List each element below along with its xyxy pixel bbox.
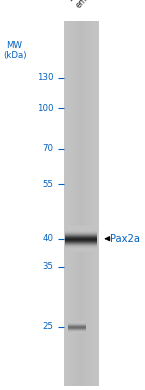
Text: 35: 35 [43,262,54,271]
Text: MW
(kDa): MW (kDa) [3,41,26,60]
Text: 70: 70 [43,144,54,154]
Text: 100: 100 [37,104,54,113]
Text: 25: 25 [43,322,54,332]
Text: 40: 40 [43,234,54,243]
Text: 36 hpf zebrafish
embryos: 36 hpf zebrafish embryos [67,0,125,10]
Text: Pax2a: Pax2a [110,234,140,244]
Text: 130: 130 [37,73,54,83]
Text: 55: 55 [43,179,54,189]
